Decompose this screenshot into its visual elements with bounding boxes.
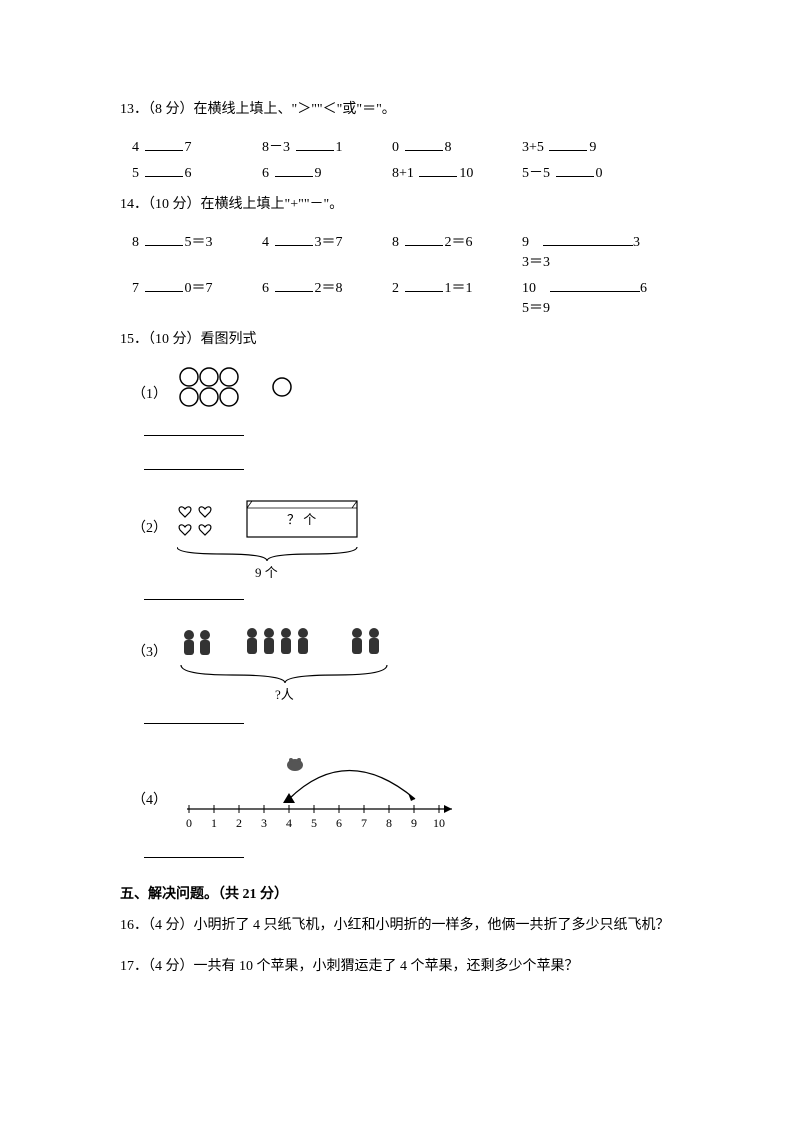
answer-blank[interactable]	[144, 585, 244, 600]
svg-text:4: 4	[286, 816, 292, 830]
svg-text:8: 8	[386, 816, 392, 830]
q13-r2-b2: 9	[315, 166, 322, 181]
q14-label: 14．（10 分）在横线上填上"+""－"。	[120, 190, 679, 221]
q13-r1-a2: 7	[185, 140, 192, 155]
sub2-label: （2）	[132, 499, 177, 537]
blank[interactable]	[405, 277, 443, 292]
sub1-label: （1）	[132, 365, 177, 403]
q13-r2-c1: 8+1	[392, 166, 414, 181]
t: 0＝7	[185, 281, 213, 296]
t: 5＝9	[522, 301, 550, 316]
svg-text:9: 9	[411, 816, 417, 830]
q15-sub2: （2） ？ 个 9 个	[132, 499, 679, 579]
hearts-box-diagram-icon: ？ 个 9 个	[177, 499, 387, 579]
t: 7	[132, 281, 139, 296]
t: 8	[132, 235, 139, 250]
t: 4	[262, 235, 269, 250]
blank[interactable]	[419, 162, 457, 177]
blank[interactable]	[145, 277, 183, 292]
number-line-diagram-icon: 0 1 2 3 4 5 6 7 8 9 10	[177, 747, 467, 837]
q15-label: 15．（10 分）看图列式	[120, 325, 679, 356]
t: 1＝1	[445, 281, 473, 296]
q16-text: 16．（4 分）小明折了 4 只纸飞机，小红和小明折的一样多，他俩一共折了多少只…	[120, 911, 679, 942]
t: 8	[392, 235, 399, 250]
q14-row1: 8 5＝3 4 3＝7 8 2＝6 9 3 3＝3	[132, 231, 679, 271]
t: 6	[262, 281, 269, 296]
t: 10	[522, 281, 536, 296]
t: 5＝3	[185, 235, 213, 250]
circles-diagram-icon	[177, 365, 337, 415]
svg-text:9 个: 9 个	[255, 565, 278, 579]
q15-sub1: （1）	[132, 365, 679, 415]
svg-text:1: 1	[211, 816, 217, 830]
blank[interactable]	[550, 277, 640, 292]
blank[interactable]	[275, 277, 313, 292]
blank[interactable]	[145, 136, 183, 151]
q13-r2-c2: 10	[459, 166, 473, 181]
section5-title: 五、解决问题。（共 21 分）	[120, 883, 679, 903]
blank[interactable]	[145, 162, 183, 177]
svg-text:？ 个: ？ 个	[287, 512, 316, 527]
t: 2＝6	[445, 235, 473, 250]
q13-label: 13．（8 分）在横线上填上、"＞""＜"或"＝"。	[120, 95, 679, 126]
q17-text: 17．（4 分）一共有 10 个苹果，小刺猬运走了 4 个苹果，还剩多少个苹果？	[120, 952, 679, 983]
blank[interactable]	[405, 231, 443, 246]
q13-r1-c1: 0	[392, 140, 399, 155]
q13-r2-a2: 6	[185, 166, 192, 181]
svg-text:3: 3	[261, 816, 267, 830]
t: 2	[392, 281, 399, 296]
blank[interactable]	[543, 231, 633, 246]
t: 2＝8	[315, 281, 343, 296]
q13-r2-d1: 5－5	[522, 166, 550, 181]
q13-r1-a1: 4	[132, 140, 139, 155]
svg-text:0: 0	[186, 816, 192, 830]
q13-r1-b1: 8－3	[262, 140, 290, 155]
q13-r2-b1: 6	[262, 166, 269, 181]
q13-r2-a1: 5	[132, 166, 139, 181]
q13-row1: 4 7 8－3 1 0 8 3+5 9	[132, 136, 679, 156]
answer-blank[interactable]	[144, 421, 244, 436]
q14-row2: 7 0＝7 6 2＝8 2 1＝1 10 6 5＝9	[132, 277, 679, 317]
q13-r1-b2: 1	[336, 140, 343, 155]
q13-r2-d2: 0	[596, 166, 603, 181]
blank[interactable]	[549, 136, 587, 151]
blank[interactable]	[296, 136, 334, 151]
t: 3＝7	[315, 235, 343, 250]
q13-r1-d1: 3+5	[522, 140, 544, 155]
svg-text:10: 10	[433, 816, 445, 830]
blank[interactable]	[556, 162, 594, 177]
answer-blank[interactable]	[144, 709, 244, 724]
t: 9	[522, 235, 529, 250]
q13-row2: 5 6 6 9 8+1 10 5－5 0	[132, 162, 679, 182]
svg-text:6: 6	[336, 816, 342, 830]
q15-sub4: （4）	[132, 747, 679, 837]
svg-text:5: 5	[311, 816, 317, 830]
people-diagram-icon: ?人	[177, 623, 407, 703]
answer-blank[interactable]	[144, 843, 244, 858]
blank[interactable]	[275, 162, 313, 177]
blank[interactable]	[405, 136, 443, 151]
q13-r1-c2: 8	[445, 140, 452, 155]
blank[interactable]	[145, 231, 183, 246]
answer-blank[interactable]	[144, 455, 244, 470]
svg-text:7: 7	[361, 816, 367, 830]
q15-sub3: （3） ?人	[132, 623, 679, 703]
t: 6	[640, 281, 647, 296]
sub3-label: （3）	[132, 623, 177, 661]
blank[interactable]	[275, 231, 313, 246]
svg-text:?人: ?人	[275, 687, 294, 702]
t: 3＝3	[522, 255, 550, 270]
svg-text:2: 2	[236, 816, 242, 830]
sub4-label: （4）	[132, 747, 177, 809]
q13-r1-d2: 9	[589, 140, 596, 155]
t: 3	[633, 235, 640, 250]
